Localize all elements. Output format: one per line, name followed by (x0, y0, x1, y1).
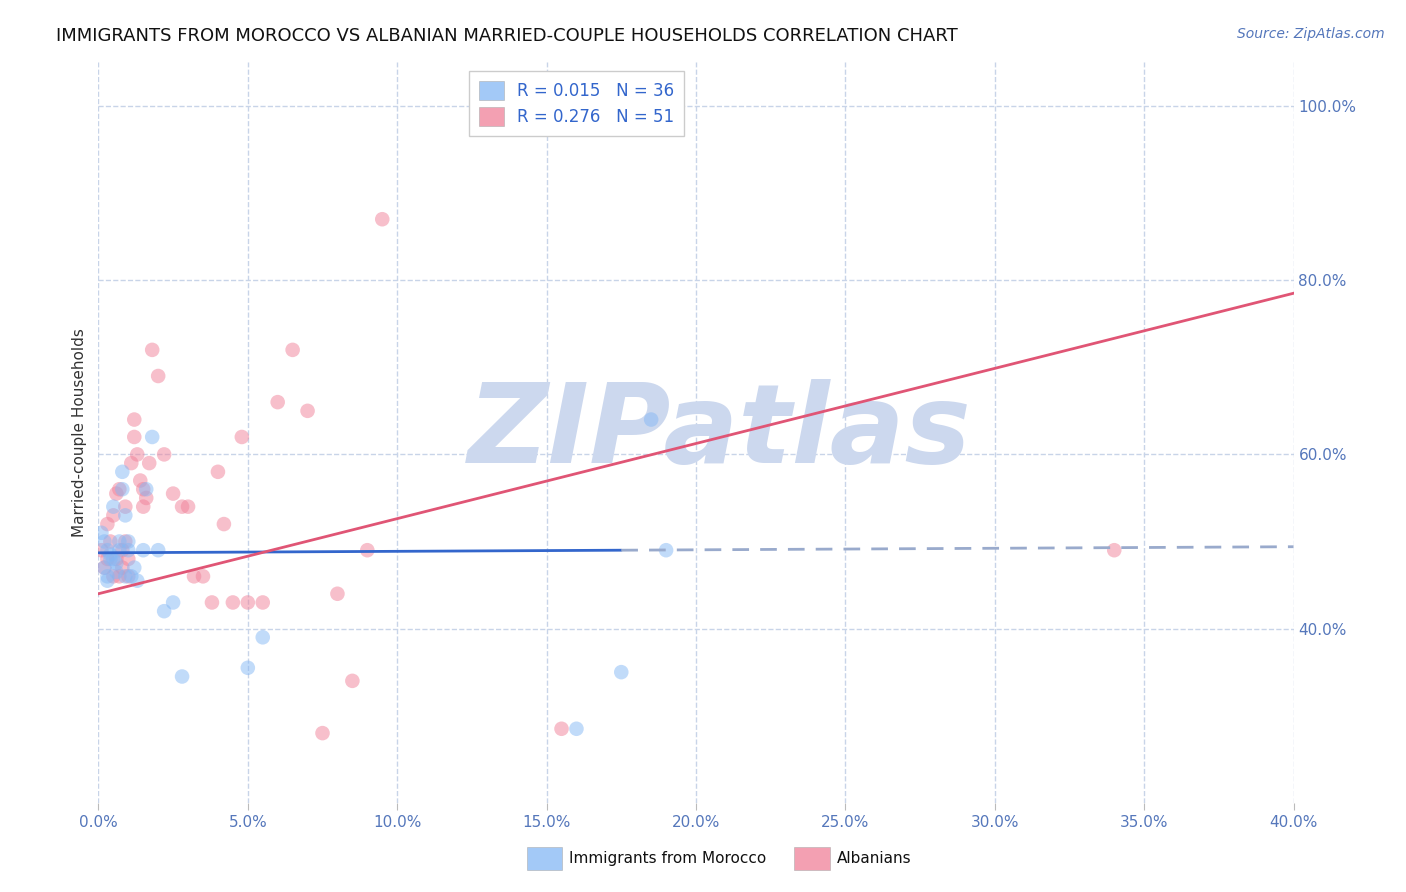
Text: Albanians: Albanians (837, 852, 911, 866)
Point (141, 430, 163, 444)
Text: Immigrants from Morocco: Immigrants from Morocco (569, 852, 766, 866)
Point (108, 482, 131, 496)
Point (148, 369, 170, 384)
Point (148, 543, 170, 558)
Point (98, 548, 122, 562)
Point (127, 574, 149, 588)
Point (127, 447, 149, 461)
Point (162, 595, 184, 609)
Point (103, 569, 125, 583)
Point (117, 569, 139, 583)
Point (371, 212, 394, 227)
Point (98, 534, 122, 549)
Point (114, 508, 136, 523)
Point (96, 574, 118, 588)
Point (96, 543, 118, 558)
Point (141, 343, 163, 357)
Point (326, 587, 349, 601)
Point (236, 595, 259, 609)
Point (356, 543, 378, 558)
Point (153, 604, 176, 618)
Point (655, 543, 678, 558)
Point (108, 569, 131, 583)
Y-axis label: Married-couple Households: Married-couple Households (72, 328, 87, 537)
Point (191, 569, 214, 583)
Point (105, 565, 128, 579)
Point (93, 560, 115, 574)
Point (117, 552, 139, 566)
Point (103, 552, 125, 566)
Point (98, 552, 122, 566)
Point (342, 673, 364, 688)
Point (114, 569, 136, 583)
Point (103, 508, 125, 523)
Point (96, 517, 118, 532)
Point (120, 569, 142, 583)
Point (550, 722, 572, 736)
Point (183, 569, 205, 583)
Point (311, 726, 333, 740)
Point (114, 534, 136, 549)
Point (172, 669, 194, 683)
Point (90, 543, 112, 558)
Point (96, 569, 118, 583)
Point (105, 556, 128, 570)
Text: IMMIGRANTS FROM MOROCCO VS ALBANIAN MARRIED-COUPLE HOUSEHOLDS CORRELATION CHART: IMMIGRANTS FROM MOROCCO VS ALBANIAN MARR… (56, 27, 957, 45)
Point (117, 543, 139, 558)
Point (172, 500, 194, 514)
Point (117, 534, 139, 549)
Point (124, 412, 146, 426)
Point (114, 500, 136, 514)
Point (132, 543, 155, 558)
Point (124, 560, 146, 574)
Point (96, 552, 118, 566)
Point (90, 525, 112, 540)
Point (105, 486, 128, 500)
Point (236, 661, 259, 675)
Point (129, 474, 152, 488)
Point (207, 465, 229, 479)
Point (297, 404, 319, 418)
Point (111, 560, 134, 574)
Point (252, 595, 274, 609)
Point (103, 500, 125, 514)
Point (267, 395, 290, 409)
Point (120, 456, 142, 470)
Point (138, 456, 160, 470)
Point (162, 486, 184, 500)
Point (231, 430, 253, 444)
Point (201, 595, 224, 609)
Point (111, 543, 134, 558)
Point (212, 517, 235, 532)
Point (281, 343, 304, 357)
Point (640, 412, 662, 426)
Point (111, 465, 134, 479)
Text: ZIPatlas: ZIPatlas (468, 379, 972, 486)
Point (105, 552, 128, 566)
Point (93, 534, 115, 549)
Point (135, 491, 157, 505)
Point (108, 543, 131, 558)
Legend: R = 0.015   N = 36, R = 0.276   N = 51: R = 0.015 N = 36, R = 0.276 N = 51 (468, 70, 685, 136)
Point (108, 534, 131, 549)
Point (565, 722, 588, 736)
Point (252, 630, 274, 644)
Point (93, 560, 115, 574)
Point (177, 500, 200, 514)
Point (610, 665, 633, 680)
Point (124, 430, 146, 444)
Point (132, 482, 155, 496)
Point (132, 500, 155, 514)
Point (153, 447, 176, 461)
Point (1104, 543, 1126, 558)
Point (222, 595, 245, 609)
Point (135, 482, 157, 496)
Text: Source: ZipAtlas.com: Source: ZipAtlas.com (1237, 27, 1385, 41)
Point (111, 482, 134, 496)
